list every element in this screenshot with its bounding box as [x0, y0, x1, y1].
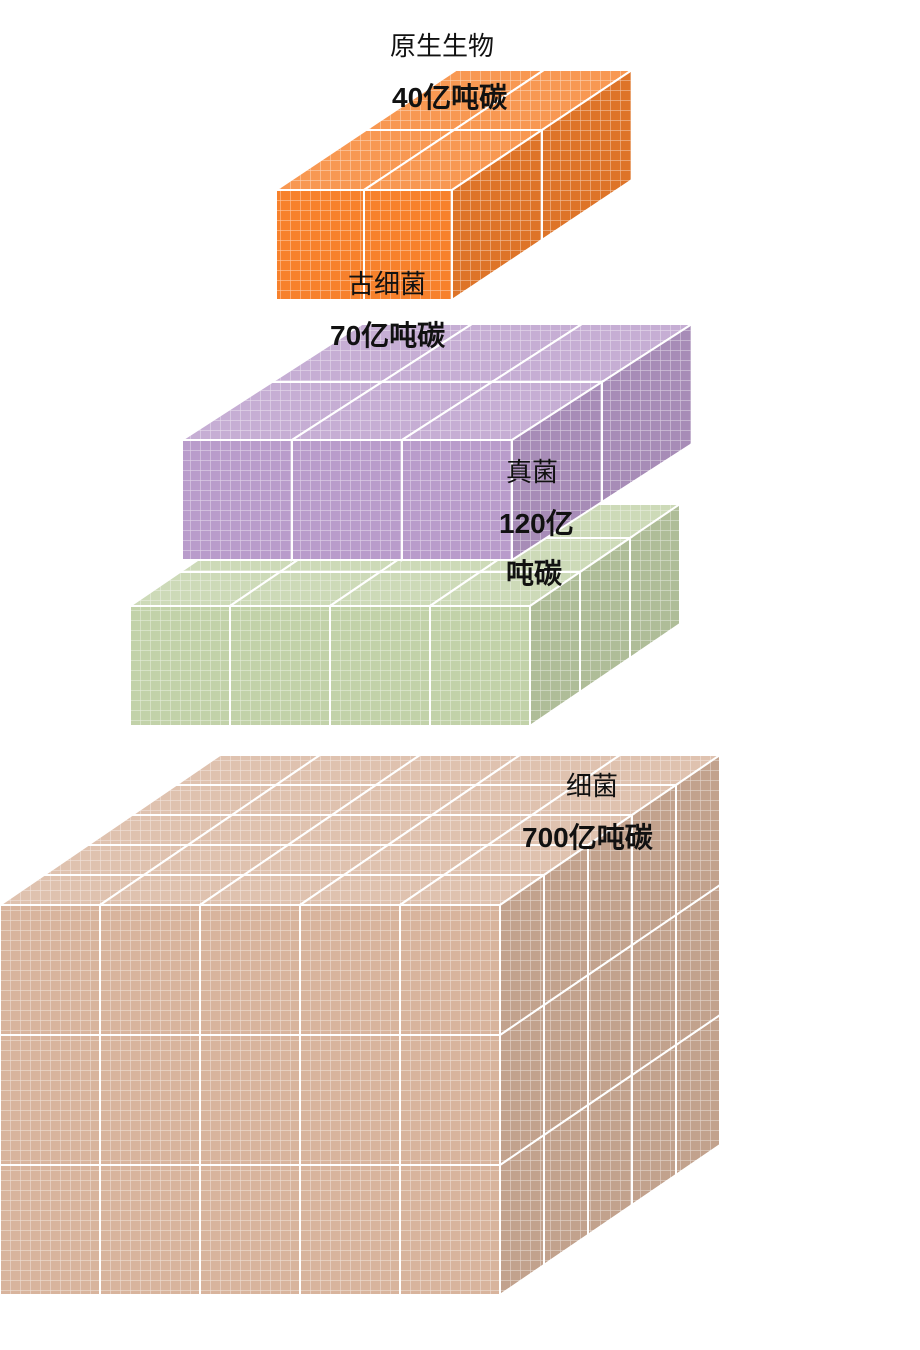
- cube-front-face-grid: [100, 905, 200, 1035]
- cube-side-face-grid: [580, 538, 630, 692]
- archaea-amount: 70亿吨碳: [330, 320, 446, 351]
- fungi-cube-stack: [126, 502, 684, 728]
- cube-top-face-grid: [100, 875, 244, 905]
- fungi-amount-line2: 吨碳: [506, 558, 563, 589]
- cube-side-face-grid: [602, 324, 692, 502]
- cube-front-face-grid: [130, 606, 230, 726]
- cube-front-face-grid: [200, 1035, 300, 1165]
- cube-side-face-grid: [542, 70, 632, 240]
- cube-side-face-grid: [500, 1135, 544, 1295]
- cube-front-face-grid: [100, 1035, 200, 1165]
- cube-side-face-grid: [588, 945, 632, 1105]
- cube-side-face-grid: [588, 815, 632, 975]
- cube-front-face-grid: [100, 1165, 200, 1295]
- cube-top-face-grid: [332, 785, 476, 815]
- cube-front-face-grid: [200, 905, 300, 1035]
- cube-side-face-grid: [630, 504, 680, 658]
- bacteria-cube-stack: [0, 753, 724, 1297]
- cube-side-face-grid: [632, 1045, 676, 1205]
- cube-top-face-grid: [382, 324, 582, 382]
- cube-top-face-grid: [182, 382, 382, 440]
- protist-cube-stack: [272, 68, 636, 302]
- bacteria-amount: 700亿吨碳: [522, 822, 653, 853]
- cube-side-face-grid: [676, 1015, 720, 1175]
- cube-top-face-grid: [402, 382, 602, 440]
- cube-top-face-grid: [276, 130, 454, 190]
- fungi-label: 真菌: [506, 457, 559, 487]
- cube-top-face-grid: [492, 324, 692, 382]
- cube-top-face-grid: [0, 875, 144, 905]
- cube-top-face-grid: [366, 70, 544, 130]
- cube-top-face-grid: [144, 845, 288, 875]
- cube-front-face-grid: [0, 1165, 100, 1295]
- cube-top-face-grid: [488, 815, 632, 845]
- cube-side-face-grid: [632, 915, 676, 1075]
- cube-front-face-grid: [300, 1035, 400, 1165]
- cube-side-face-grid: [588, 1075, 632, 1235]
- cube-top-face-grid: [132, 785, 276, 815]
- cube-top-face-grid: [454, 70, 632, 130]
- cube-front-face-grid: [200, 1165, 300, 1295]
- cube-front-face-grid: [300, 1165, 400, 1295]
- cube-top-face-grid: [476, 755, 620, 785]
- cube-side-face-grid: [530, 572, 580, 726]
- cube-top-face-grid: [400, 875, 544, 905]
- cube-side-face-grid: [452, 130, 542, 300]
- cube-top-face-grid: [388, 815, 532, 845]
- cube-top-face-grid: [288, 815, 432, 845]
- cube-top-face-grid: [44, 845, 188, 875]
- fungi-amount-line1: 120亿: [499, 508, 574, 539]
- cube-side-face-grid: [544, 845, 588, 1005]
- cube-side-face-grid: [544, 1105, 588, 1265]
- cube-top-face-grid: [576, 755, 720, 785]
- cube-front-face-grid: [400, 905, 500, 1035]
- bacteria-label: 细菌: [566, 771, 619, 801]
- cube-side-face-grid: [676, 755, 720, 915]
- archaea-label: 古细菌: [348, 269, 427, 299]
- cube-front-face-grid: [300, 905, 400, 1035]
- archaea-cube-stack: [178, 322, 696, 562]
- cube-top-face-grid: [276, 755, 420, 785]
- cube-front-face-grid: [400, 1165, 500, 1295]
- cube-top-face-grid: [244, 845, 388, 875]
- cube-top-face-grid: [344, 845, 488, 875]
- cube-side-face-grid: [632, 785, 676, 945]
- cube-top-face-grid: [292, 382, 492, 440]
- cube-front-face-grid: [276, 190, 364, 300]
- cube-front-face-grid: [0, 1035, 100, 1165]
- cube-front-face-grid: [364, 190, 452, 300]
- cube-front-face-grid: [230, 606, 330, 726]
- cube-top-face-grid: [272, 324, 472, 382]
- cube-top-face-grid: [300, 875, 444, 905]
- cube-front-face-grid: [402, 440, 512, 560]
- protist-amount: 40亿吨碳: [392, 82, 508, 113]
- cube-side-face-grid: [544, 975, 588, 1135]
- cube-top-face-grid: [88, 815, 232, 845]
- cube-side-face-grid: [500, 875, 544, 1035]
- cube-front-face-grid: [330, 606, 430, 726]
- cube-top-face-grid: [532, 785, 676, 815]
- cube-side-face-grid: [676, 885, 720, 1045]
- cube-front-face-grid: [400, 1035, 500, 1165]
- cube-top-face-grid: [432, 785, 576, 815]
- cube-front-face-grid: [430, 606, 530, 726]
- cube-side-face-grid: [512, 382, 602, 560]
- cube-top-face-grid: [444, 845, 588, 875]
- cube-front-face-grid: [0, 905, 100, 1035]
- cube-top-face-grid: [376, 755, 520, 785]
- cube-side-face-grid: [500, 1005, 544, 1165]
- cube-top-face-grid: [200, 875, 344, 905]
- cube-top-face-grid: [176, 755, 320, 785]
- cube-front-face-grid: [292, 440, 402, 560]
- cube-top-face-grid: [232, 785, 376, 815]
- cube-top-face-grid: [188, 815, 332, 845]
- cube-front-face-grid: [182, 440, 292, 560]
- cube-top-face-grid: [364, 130, 542, 190]
- protist-label: 原生生物: [390, 31, 495, 61]
